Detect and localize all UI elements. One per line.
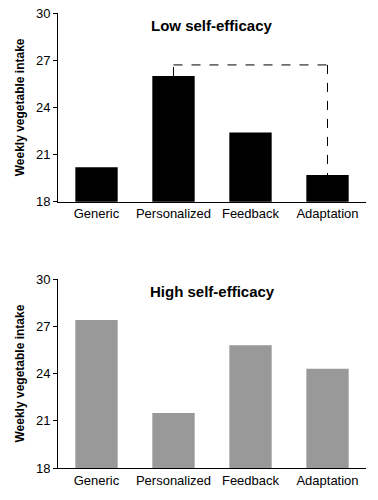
svg-text:Personalized: Personalized xyxy=(136,473,211,488)
svg-text:Weekly vegetable intake: Weekly vegetable intake xyxy=(13,38,27,176)
svg-text:Weekly vegetable intake: Weekly vegetable intake xyxy=(13,304,27,442)
svg-text:24: 24 xyxy=(36,366,50,381)
svg-text:30: 30 xyxy=(36,272,50,287)
svg-text:24: 24 xyxy=(36,100,50,115)
svg-text:Generic: Generic xyxy=(74,473,120,488)
svg-text:27: 27 xyxy=(36,53,50,68)
svg-text:18: 18 xyxy=(36,194,50,209)
svg-text:High self-efficacy: High self-efficacy xyxy=(150,283,275,300)
svg-text:Feedback: Feedback xyxy=(222,473,280,488)
svg-text:18: 18 xyxy=(36,461,50,476)
svg-text:21: 21 xyxy=(36,413,50,428)
svg-text:21: 21 xyxy=(36,147,50,162)
svg-text:Low self-efficacy: Low self-efficacy xyxy=(151,17,273,34)
svg-text:Generic: Generic xyxy=(74,206,120,221)
svg-text:Personalized: Personalized xyxy=(136,206,211,221)
svg-text:30: 30 xyxy=(36,6,50,21)
svg-text:Adaptation: Adaptation xyxy=(296,206,358,221)
svg-text:Feedback: Feedback xyxy=(222,206,280,221)
svg-text:27: 27 xyxy=(36,319,50,334)
svg-text:Adaptation: Adaptation xyxy=(296,473,358,488)
